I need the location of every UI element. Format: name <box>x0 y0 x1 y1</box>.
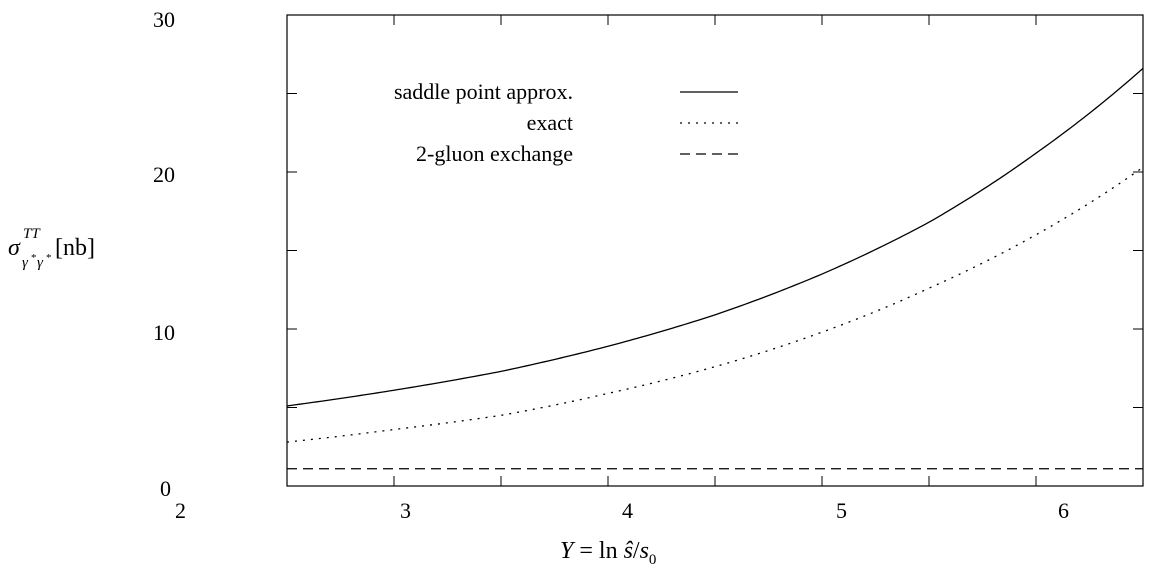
svg-text:TT: TT <box>23 226 41 242</box>
series-line <box>286 166 1144 443</box>
legend-label: saddle point approx. <box>394 79 573 104</box>
y-tick-label: 10 <box>153 320 175 345</box>
svg-text:*: * <box>46 252 52 264</box>
x-tick-label: 4 <box>622 498 633 523</box>
y-axis-label: σ TT γ * γ * [nb] <box>8 226 95 271</box>
series-lines <box>286 67 1144 470</box>
legend-label: 2-gluon exchange <box>416 141 573 166</box>
svg-text:*: * <box>31 252 37 264</box>
x-tick-label: 6 <box>1058 498 1069 523</box>
legend: saddle point approx. exact 2-gluon exchang… <box>394 79 738 166</box>
legend-label: exact <box>527 110 573 135</box>
x-tick-label: 3 <box>400 498 411 523</box>
x-tick-label: 5 <box>836 498 847 523</box>
y-tick-label: 0 <box>160 476 171 501</box>
y-tick-label: 20 <box>153 162 175 187</box>
x-tick-label: 2 <box>175 498 186 523</box>
axis-ticks <box>287 15 1143 486</box>
y-tick-label: 30 <box>153 7 175 32</box>
svg-text:[nb]: [nb] <box>55 235 95 261</box>
svg-text:σ: σ <box>8 235 21 261</box>
tick-labels: 0 10 20 30 2 3 4 5 6 <box>153 7 1069 523</box>
svg-text:γ: γ <box>37 255 44 271</box>
svg-text:Y = ln ŝ/s0: Y = ln ŝ/s0 <box>560 538 656 565</box>
x-axis-label: Y = ln ŝ/s0 <box>560 538 656 565</box>
svg-text:γ: γ <box>22 255 29 271</box>
series-line <box>286 67 1144 407</box>
